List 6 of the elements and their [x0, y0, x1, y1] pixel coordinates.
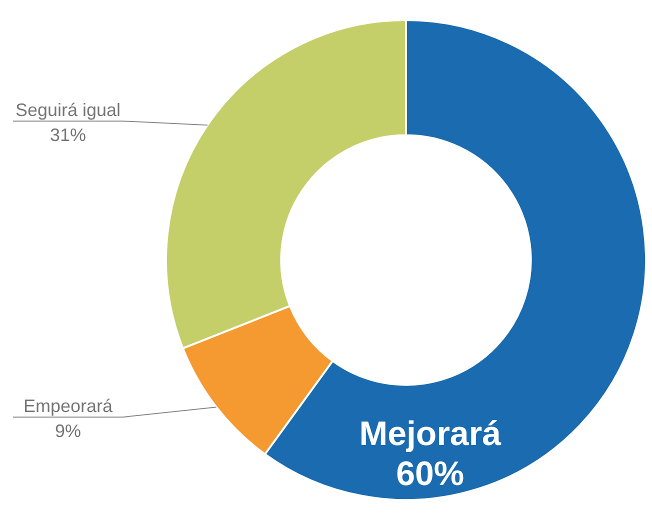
slice-label: Empeorará: [23, 396, 114, 416]
slice-label: Mejorará: [359, 414, 502, 453]
data-label: 60%: [396, 454, 464, 493]
slice-label: Seguirá igual: [15, 100, 121, 120]
data-label: 31%: [50, 125, 86, 146]
data-label: 9%: [54, 421, 82, 442]
